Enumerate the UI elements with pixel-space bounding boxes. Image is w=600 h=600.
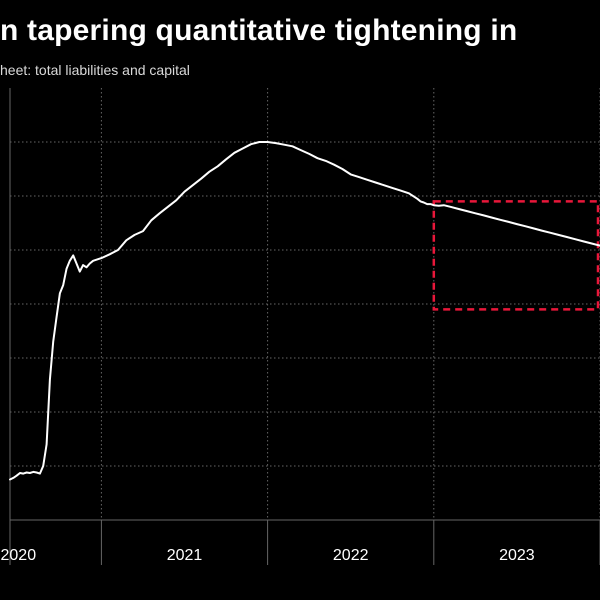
grid-layer: [9, 88, 600, 520]
x-tick-label: 2023: [499, 547, 535, 564]
series-line: [9, 141, 600, 481]
chart-subtitle: heet: total liabilities and capital: [0, 62, 190, 78]
chart-title: n tapering quantitative tightening in: [0, 14, 518, 47]
x-tick-label: 2020: [1, 547, 37, 564]
annotation-layer: [432, 200, 600, 311]
x-tick-label: 2021: [167, 547, 203, 564]
x-axis: 2020 2021 2022 2023: [1, 519, 600, 565]
x-tick-label: 2022: [333, 547, 369, 564]
series-layer: [9, 141, 600, 481]
highlight-box: [432, 200, 600, 311]
